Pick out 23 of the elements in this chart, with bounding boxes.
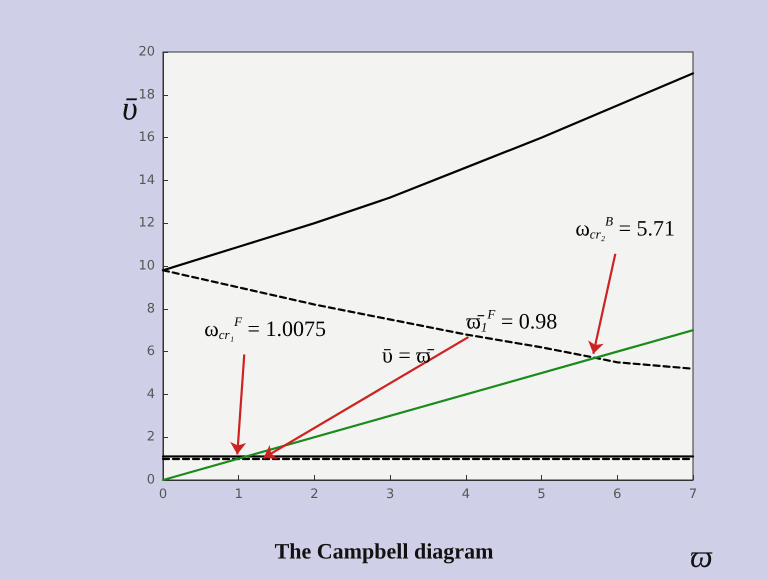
y-tick-label: 8 <box>146 301 155 316</box>
x-tick-label: 4 <box>462 487 470 502</box>
y-tick-label: 20 <box>138 44 155 60</box>
y-tick-label: 4 <box>146 386 155 402</box>
y-tick-label: 0 <box>146 472 155 488</box>
y-tick-label: 10 <box>138 258 155 274</box>
y-tick-label: 2 <box>146 430 155 445</box>
y-tick-label: 18 <box>138 87 155 102</box>
x-tick-label: 0 <box>158 487 168 502</box>
x-tick-label: 2 <box>310 487 319 502</box>
annotation: ῡ = ϖ̄ <box>382 342 435 368</box>
x-tick-label: 7 <box>688 487 698 502</box>
x-axis-title: ϖ <box>690 538 713 574</box>
y-axis-title: ῡ <box>122 90 138 128</box>
y-tick-label: 14 <box>138 172 155 188</box>
x-tick-label: 1 <box>234 487 243 502</box>
text: The Campbell diagram <box>274 538 494 564</box>
x-tick-label: 3 <box>386 487 394 502</box>
y-tick-label: 16 <box>138 130 155 146</box>
y-tick-label: 6 <box>146 344 155 360</box>
x-tick-label: 5 <box>537 487 546 502</box>
y-tick-label: 12 <box>138 216 155 231</box>
x-tick-label: 6 <box>613 487 622 502</box>
